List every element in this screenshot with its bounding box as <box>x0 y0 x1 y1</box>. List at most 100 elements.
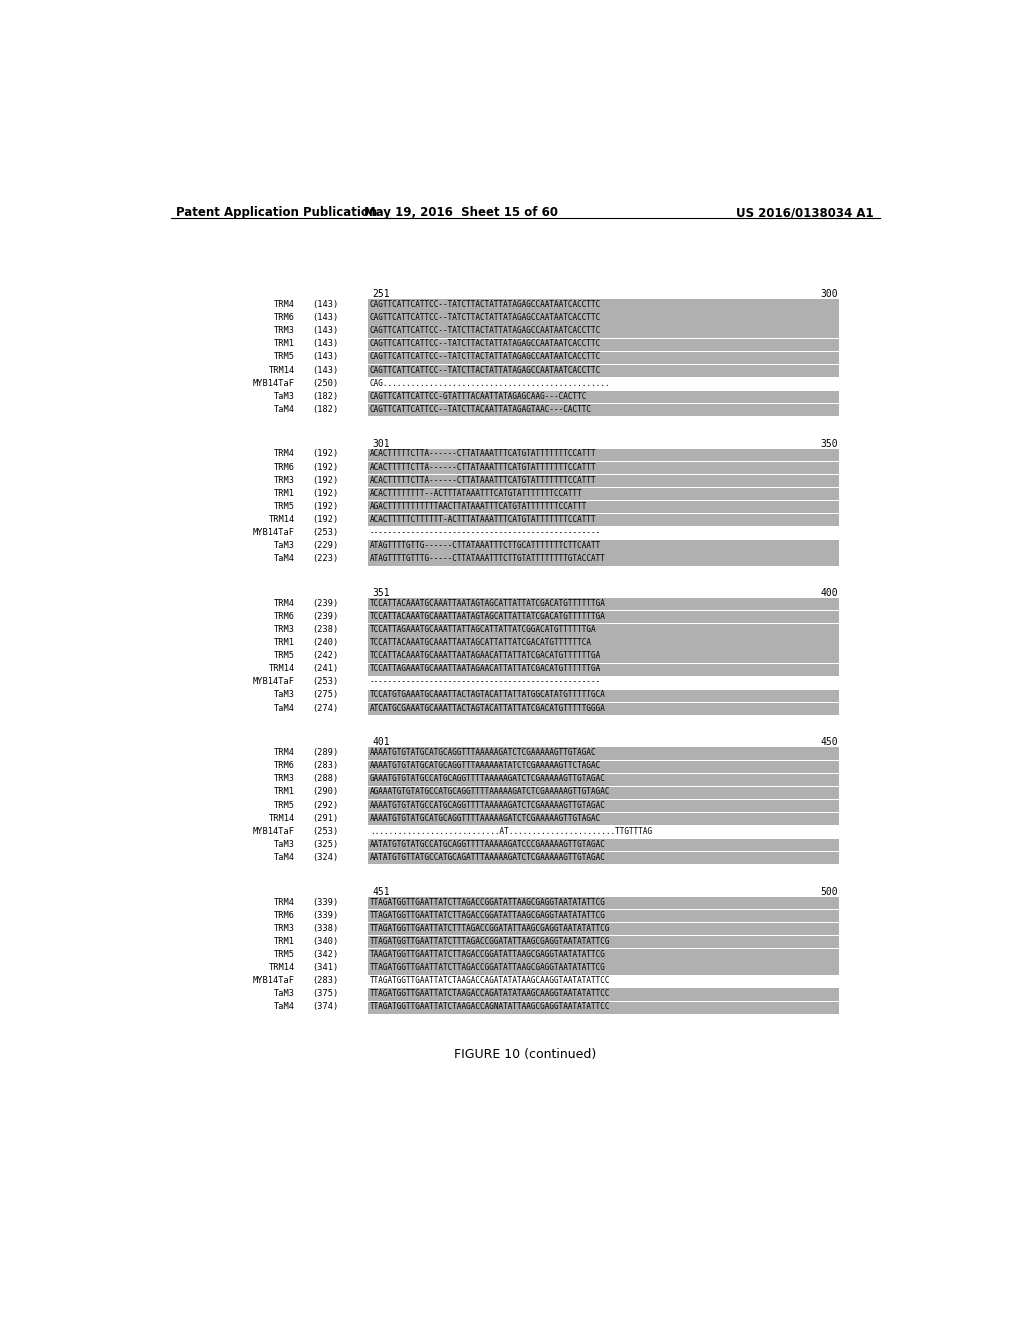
Text: (143): (143) <box>312 300 339 309</box>
Text: 300: 300 <box>820 289 838 300</box>
Bar <box>369 689 840 702</box>
Text: ACACTTTTTCTTTTTT-ACTTTATAAATTTCATGTATTTTTTTCCATTT: ACACTTTTTCTTTTTT-ACTTTATAAATTTCATGTATTTT… <box>370 515 596 524</box>
Bar <box>369 760 840 774</box>
Bar <box>369 840 840 851</box>
Text: TTAGATGGTTGAATTATCTAAGACCAGATATATAAGCAAGGTAATATATTCC: TTAGATGGTTGAATTATCTAAGACCAGATATATAAGCAAG… <box>370 989 610 998</box>
Text: (143): (143) <box>312 366 339 375</box>
Text: ATAGTTTTGTTG------CTTATAAATTTCTTGCATTTTTTTCTTCAATT: ATAGTTTTGTTG------CTTATAAATTTCTTGCATTTTT… <box>370 541 601 550</box>
Text: 500: 500 <box>820 887 838 896</box>
Text: (283): (283) <box>312 762 339 771</box>
Bar <box>369 677 840 689</box>
Text: TRM3: TRM3 <box>273 475 295 484</box>
Bar <box>369 326 840 338</box>
Text: (192): (192) <box>312 488 339 498</box>
Text: AAAATGTGTATGCCATGCAGGTTTTAAAAAGATCTCGAAAAAGTTGTAGAC: AAAATGTGTATGCCATGCAGGTTTTAAAAAGATCTCGAAA… <box>370 800 605 809</box>
Text: TRM14: TRM14 <box>268 664 295 673</box>
Text: TRM4: TRM4 <box>273 898 295 907</box>
Text: AGAAATGTGTATGCCATGCAGGTTTTAAAAAGATCTCGAAAAAGTTGTAGAC: AGAAATGTGTATGCCATGCAGGTTTTAAAAAGATCTCGAA… <box>370 788 610 796</box>
Text: (250): (250) <box>312 379 339 388</box>
Text: CAGTTCATTCATTCC--TATCTTACTATTATAGAGCCAATAATCACCTTC: CAGTTCATTCATTCC--TATCTTACTATTATAGAGCCAAT… <box>370 366 601 375</box>
Text: ACACTTTTTCTTA------CTTATAAATTTCATGTATTTTTTTCCATTT: ACACTTTTTCTTA------CTTATAAATTTCATGTATTTT… <box>370 462 596 471</box>
Bar <box>369 300 840 312</box>
Text: TTAGATGGTTGAATTATCTTAGACCGGATATTAAGCGAGGTAATATATTCG: TTAGATGGTTGAATTATCTTAGACCGGATATTAAGCGAGG… <box>370 898 605 907</box>
Text: TTAGATGGTTGAATTATCTAAGACCAGATATATAAGCAAGGTAATATATTCC: TTAGATGGTTGAATTATCTAAGACCAGATATATAAGCAAG… <box>370 977 610 985</box>
Text: (340): (340) <box>312 937 339 946</box>
Text: (143): (143) <box>312 313 339 322</box>
Text: (192): (192) <box>312 475 339 484</box>
Text: (192): (192) <box>312 462 339 471</box>
Text: CAGTTCATTCATTCC-GTATTTACAATTATAGAGCAAG---CACTTC: CAGTTCATTCATTCC-GTATTTACAATTATAGAGCAAG--… <box>370 392 587 401</box>
Bar <box>369 800 840 812</box>
Text: (253): (253) <box>312 826 339 836</box>
Text: (239): (239) <box>312 612 339 620</box>
Text: AAAATGTGTATGCATGCAGGTTTAAAAAGATCTCGAAAAAGTTGTAGAC: AAAATGTGTATGCATGCAGGTTTAAAAAGATCTCGAAAAA… <box>370 748 596 758</box>
Text: (192): (192) <box>312 502 339 511</box>
Bar <box>369 351 840 364</box>
Text: Patent Application Publication: Patent Application Publication <box>176 206 377 219</box>
Text: (288): (288) <box>312 775 339 783</box>
Text: 351: 351 <box>372 589 390 598</box>
Text: (324): (324) <box>312 853 339 862</box>
Text: (274): (274) <box>312 704 339 713</box>
Text: (291): (291) <box>312 813 339 822</box>
Text: TRM1: TRM1 <box>273 339 295 348</box>
Bar <box>369 598 840 610</box>
Text: TaM4: TaM4 <box>273 405 295 413</box>
Text: TRM4: TRM4 <box>273 599 295 607</box>
Text: (290): (290) <box>312 788 339 796</box>
Text: AAAATGTGTATGCATGCAGGTTTTAAAAAGATCTCGAAAAAGTTGTAGAC: AAAATGTGTATGCATGCAGGTTTTAAAAAGATCTCGAAAA… <box>370 813 601 822</box>
Text: (240): (240) <box>312 638 339 647</box>
Text: TTAGATGGTTGAATTATCTAAGACCAGNATATTAAGCGAGGTAATATATTCC: TTAGATGGTTGAATTATCTAAGACCAGNATATTAAGCGAG… <box>370 1002 610 1011</box>
Bar <box>369 949 840 961</box>
Text: MYB14TaF: MYB14TaF <box>253 826 295 836</box>
Bar <box>369 747 840 760</box>
Text: (192): (192) <box>312 449 339 458</box>
Text: GAAATGTGTATGCCATGCAGGTTTTAAAAAGATCTCGAAAAAGTTGTAGAC: GAAATGTGTATGCCATGCAGGTTTTAAAAAGATCTCGAAA… <box>370 775 605 783</box>
Text: CAGTTCATTCATTCC--TATCTTACTATTATAGAGCCAATAATCACCTTC: CAGTTCATTCATTCC--TATCTTACTATTATAGAGCCAAT… <box>370 300 601 309</box>
Text: (325): (325) <box>312 840 339 849</box>
Bar <box>369 364 840 378</box>
Bar <box>369 313 840 325</box>
Text: TRM5: TRM5 <box>273 352 295 362</box>
Text: (338): (338) <box>312 924 339 933</box>
Text: TCCATGTGAAATGCAAATTACTAGTACATTATTATGGCATATGTTTTTGCA: TCCATGTGAAATGCAAATTACTAGTACATTATTATGGCAT… <box>370 690 605 700</box>
Text: CAGTTCATTCATTCC--TATCTTACTATTATAGAGCCAATAATCACCTTC: CAGTTCATTCATTCC--TATCTTACTATTATAGAGCCAAT… <box>370 313 601 322</box>
Text: TRM3: TRM3 <box>273 326 295 335</box>
Text: (253): (253) <box>312 528 339 537</box>
Text: TRM4: TRM4 <box>273 748 295 758</box>
Text: --------------------------------------------------: ----------------------------------------… <box>370 528 601 537</box>
Text: ACACTTTTTTTT--ACTTTATAAATTTCATGTATTTTTTTCCATTT: ACACTTTTTTTT--ACTTTATAAATTTCATGTATTTTTTT… <box>370 488 583 498</box>
Text: TCCATTACAAATGCAAATTAATAGTAGCATTATTATCGACATGTTTTTTGA: TCCATTACAAATGCAAATTAATAGTAGCATTATTATCGAC… <box>370 599 605 607</box>
Text: TaM3: TaM3 <box>273 690 295 700</box>
Text: TRM1: TRM1 <box>273 488 295 498</box>
Text: FIGURE 10 (continued): FIGURE 10 (continued) <box>454 1048 596 1061</box>
Text: TCCATTACAAATGCAAATTAATAGAACATTATTATCGACATGTTTTTTGA: TCCATTACAAATGCAAATTAATAGAACATTATTATCGACA… <box>370 651 601 660</box>
Text: 301: 301 <box>372 438 390 449</box>
Bar <box>369 502 840 513</box>
Text: (339): (339) <box>312 911 339 920</box>
Bar <box>369 774 840 785</box>
Text: TaM4: TaM4 <box>273 704 295 713</box>
Text: TaM3: TaM3 <box>273 392 295 401</box>
Text: MYB14TaF: MYB14TaF <box>253 977 295 985</box>
Bar <box>369 826 840 838</box>
Text: MYB14TaF: MYB14TaF <box>253 677 295 686</box>
Text: (241): (241) <box>312 664 339 673</box>
Bar <box>369 513 840 527</box>
Text: TRM3: TRM3 <box>273 775 295 783</box>
Text: TaM3: TaM3 <box>273 541 295 550</box>
Text: TRM1: TRM1 <box>273 638 295 647</box>
Text: TRM6: TRM6 <box>273 462 295 471</box>
Text: AATATGTGTATGCCATGCAGGTTTTAAAAAGATCCCGAAAAAGTTGTAGAC: AATATGTGTATGCCATGCAGGTTTTAAAAAGATCCCGAAA… <box>370 840 605 849</box>
Bar <box>369 909 840 923</box>
Bar <box>369 540 840 553</box>
Bar <box>369 664 840 676</box>
Text: (339): (339) <box>312 898 339 907</box>
Text: (229): (229) <box>312 541 339 550</box>
Bar <box>369 975 840 987</box>
Text: CAGTTCATTCATTCC--TATCTTACTATTATAGAGCCAATAATCACCTTC: CAGTTCATTCATTCC--TATCTTACTATTATAGAGCCAAT… <box>370 326 601 335</box>
Text: CAG.................................................: CAG.....................................… <box>370 379 610 388</box>
Text: TRM14: TRM14 <box>268 964 295 972</box>
Text: MYB14TaF: MYB14TaF <box>253 379 295 388</box>
Bar <box>369 702 840 715</box>
